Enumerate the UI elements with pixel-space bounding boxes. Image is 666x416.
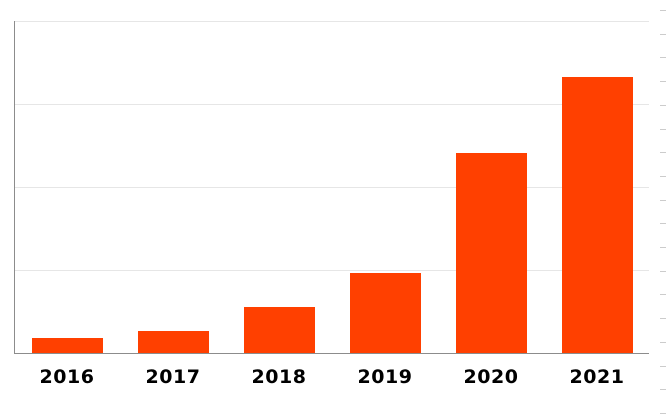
right-axis-tick [660,294,666,295]
right-axis-tick [660,413,666,414]
gridline [14,104,649,105]
right-axis-tick [660,366,666,367]
right-axis-tick [660,57,666,58]
gridline [14,270,649,271]
bar-2021 [561,77,633,353]
right-axis-tick [660,129,666,130]
right-axis-tick [660,223,666,224]
x-axis-label-2017: 2017 [145,366,201,388]
x-axis-label-2016: 2016 [39,366,95,388]
right-axis-tick [660,389,666,390]
bar-2017 [137,331,209,353]
right-axis-tick [660,271,666,272]
x-axis-label-2018: 2018 [251,366,307,388]
right-axis-tick [660,247,666,248]
bar-2018 [243,307,315,353]
right-axis-tick [660,342,666,343]
bar-2019 [349,273,421,353]
right-axis-tick [660,200,666,201]
right-axis-tick [660,105,666,106]
x-axis-label-2021: 2021 [569,366,625,388]
right-axis-tick [660,81,666,82]
right-axis-tick [660,10,666,11]
x-axis-label-2020: 2020 [463,366,519,388]
x-axis-label-2019: 2019 [357,366,413,388]
right-axis-tick [660,152,666,153]
gridline [14,21,649,22]
y-axis-line [14,21,15,353]
right-axis-tick [660,34,666,35]
right-axis-tick [660,318,666,319]
gridline [14,187,649,188]
x-axis-line [14,353,649,354]
bar-2020 [455,153,527,353]
right-axis-tick [660,176,666,177]
bar-2016 [31,338,103,353]
